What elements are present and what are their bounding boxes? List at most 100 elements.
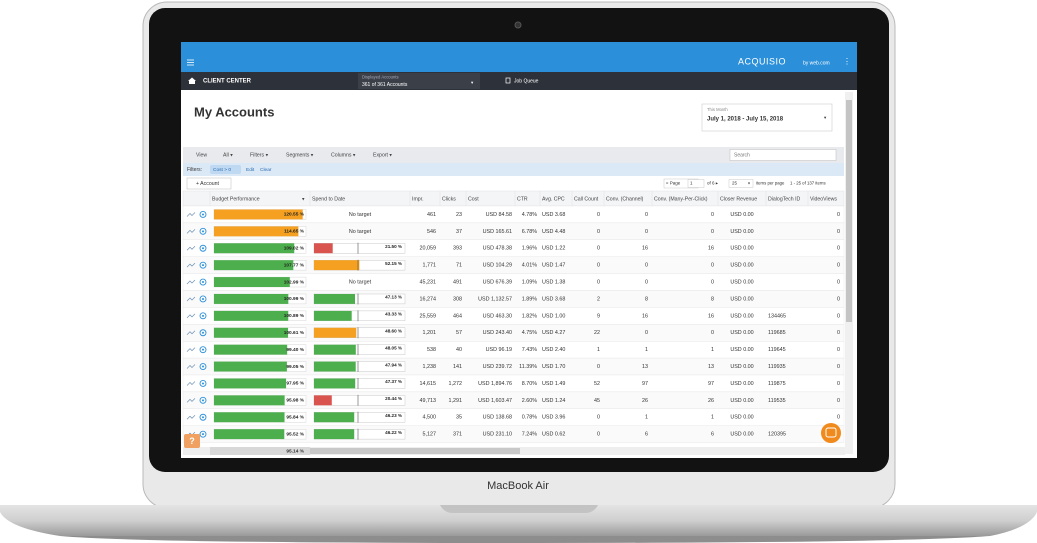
spend-bar <box>314 327 357 338</box>
cell-text: 0 <box>837 229 840 235</box>
cell-text: 0 <box>837 212 840 218</box>
cell-text: 0 <box>711 229 714 235</box>
trend-icon[interactable] <box>186 381 196 386</box>
cell-text: 491 <box>453 279 462 285</box>
filter-chip[interactable] <box>210 165 241 174</box>
per-page-select[interactable] <box>728 179 754 188</box>
details-dot <box>202 331 204 334</box>
column-header[interactable]: Budget Performance <box>212 196 260 202</box>
cell-text: USD 2.40 <box>542 347 565 353</box>
trend-icon[interactable] <box>186 398 196 403</box>
caret: ▾ <box>471 80 474 85</box>
cell-text: 0 <box>597 246 600 252</box>
cell-text: 13 <box>708 364 714 370</box>
job-queue[interactable]: Job Queue <box>514 78 539 84</box>
details-icon[interactable] <box>199 295 207 303</box>
column-header[interactable]: Spend to Date <box>312 196 345 202</box>
date-range[interactable] <box>701 103 833 132</box>
budget-bar <box>214 344 288 355</box>
add-account-button[interactable] <box>186 177 232 190</box>
column-header[interactable]: VideoViews <box>810 196 837 202</box>
cell-text: 1,201 <box>423 330 437 336</box>
trend-icon[interactable] <box>186 229 196 234</box>
details-icon[interactable] <box>199 278 207 286</box>
toolbar-item[interactable]: Filters ▾ <box>250 152 269 158</box>
column-header[interactable]: Conv. (Many-Per-Click) <box>654 196 708 202</box>
v-scroll-thumb[interactable] <box>846 100 852 322</box>
details-icon[interactable] <box>199 227 207 235</box>
h-scroll-thumb[interactable] <box>230 448 520 454</box>
trend-icon[interactable] <box>186 296 196 302</box>
trend-icon[interactable] <box>186 212 196 217</box>
filter-clear[interactable]: Clear <box>260 167 272 173</box>
trend-icon[interactable] <box>186 313 196 319</box>
trend-icon[interactable] <box>186 246 196 251</box>
column-header[interactable]: Closer Revenue <box>720 196 757 202</box>
details-icon[interactable] <box>199 329 207 337</box>
help-button[interactable] <box>184 434 200 448</box>
details-icon[interactable] <box>199 261 207 269</box>
sort-icon: ▾ <box>302 196 305 202</box>
cell-text: 0 <box>645 279 648 285</box>
menu-icon[interactable] <box>187 59 194 66</box>
column-header[interactable]: CTR <box>517 196 528 202</box>
details-dot <box>202 213 204 216</box>
column-header[interactable]: Clicks <box>442 196 456 202</box>
details-icon[interactable] <box>199 244 207 252</box>
toolbar-item[interactable]: View <box>196 152 207 158</box>
budget-label: 95.52 % <box>286 431 304 437</box>
home-icon[interactable] <box>188 77 196 85</box>
item-range: 1 - 25 of 137 items <box>790 181 826 186</box>
cell-text: 23 <box>456 212 462 218</box>
cell-text: USD 463.30 <box>483 313 512 319</box>
budget-bar <box>214 243 295 254</box>
cell-text: 0 <box>837 263 840 269</box>
trend-icon[interactable] <box>186 279 196 285</box>
spend-bar <box>314 378 356 389</box>
cell-text: 35 <box>456 415 462 421</box>
details-icon[interactable] <box>199 312 207 320</box>
budget-label: 114.65 % <box>284 229 305 235</box>
details-icon[interactable] <box>199 430 207 438</box>
details-icon[interactable] <box>199 396 207 404</box>
cell-text: 1 <box>711 347 714 353</box>
column-header[interactable]: Impr. <box>412 196 424 202</box>
details-icon[interactable] <box>199 413 207 421</box>
details-icon[interactable] <box>199 363 207 370</box>
filter-edit[interactable]: Edit <box>246 167 255 173</box>
cell-text: 0 <box>645 330 648 336</box>
cell-text: 0 <box>597 263 600 269</box>
toolbar-item[interactable]: Export ▾ <box>373 152 392 158</box>
cell-text: 1 <box>645 347 648 353</box>
column-header[interactable]: Call Count <box>574 196 599 202</box>
cell-text: USD 676.39 <box>483 279 512 285</box>
column-header[interactable]: Conv. (Channel) <box>606 196 644 202</box>
cell-text: 0 <box>597 212 600 218</box>
trend-icon[interactable] <box>186 262 196 268</box>
cell-text: USD 0.00 <box>730 313 753 319</box>
toolbar-item[interactable]: Segments ▾ <box>286 152 314 158</box>
trend-icon[interactable] <box>186 415 196 420</box>
more-icon[interactable]: ⋮ <box>843 57 851 66</box>
trend-icon[interactable] <box>186 347 196 352</box>
column-header[interactable]: DialogTech ID <box>768 196 801 202</box>
cell-text: 0 <box>837 398 840 404</box>
range-label: This Month <box>707 107 728 112</box>
column-header[interactable]: Avg. CPC <box>542 196 565 202</box>
column-header[interactable]: Cost <box>468 196 479 202</box>
budget-label: 107.77 % <box>284 262 305 268</box>
details-icon[interactable] <box>199 346 207 354</box>
trend-icon[interactable] <box>186 330 196 335</box>
cell-text: 464 <box>453 313 462 319</box>
account-select[interactable] <box>358 73 480 89</box>
cell-text: USD 1,132.57 <box>478 296 512 302</box>
toolbar-item[interactable]: All ▾ <box>223 152 233 158</box>
page-input[interactable] <box>687 179 705 188</box>
cell-text: 120395 <box>768 432 786 438</box>
toolbar-item[interactable]: Columns ▾ <box>331 152 356 158</box>
details-icon[interactable] <box>199 210 207 218</box>
chat-button[interactable] <box>821 423 841 443</box>
trend-icon[interactable] <box>186 364 196 369</box>
details-icon[interactable] <box>199 380 207 387</box>
search-box[interactable] <box>729 149 837 161</box>
